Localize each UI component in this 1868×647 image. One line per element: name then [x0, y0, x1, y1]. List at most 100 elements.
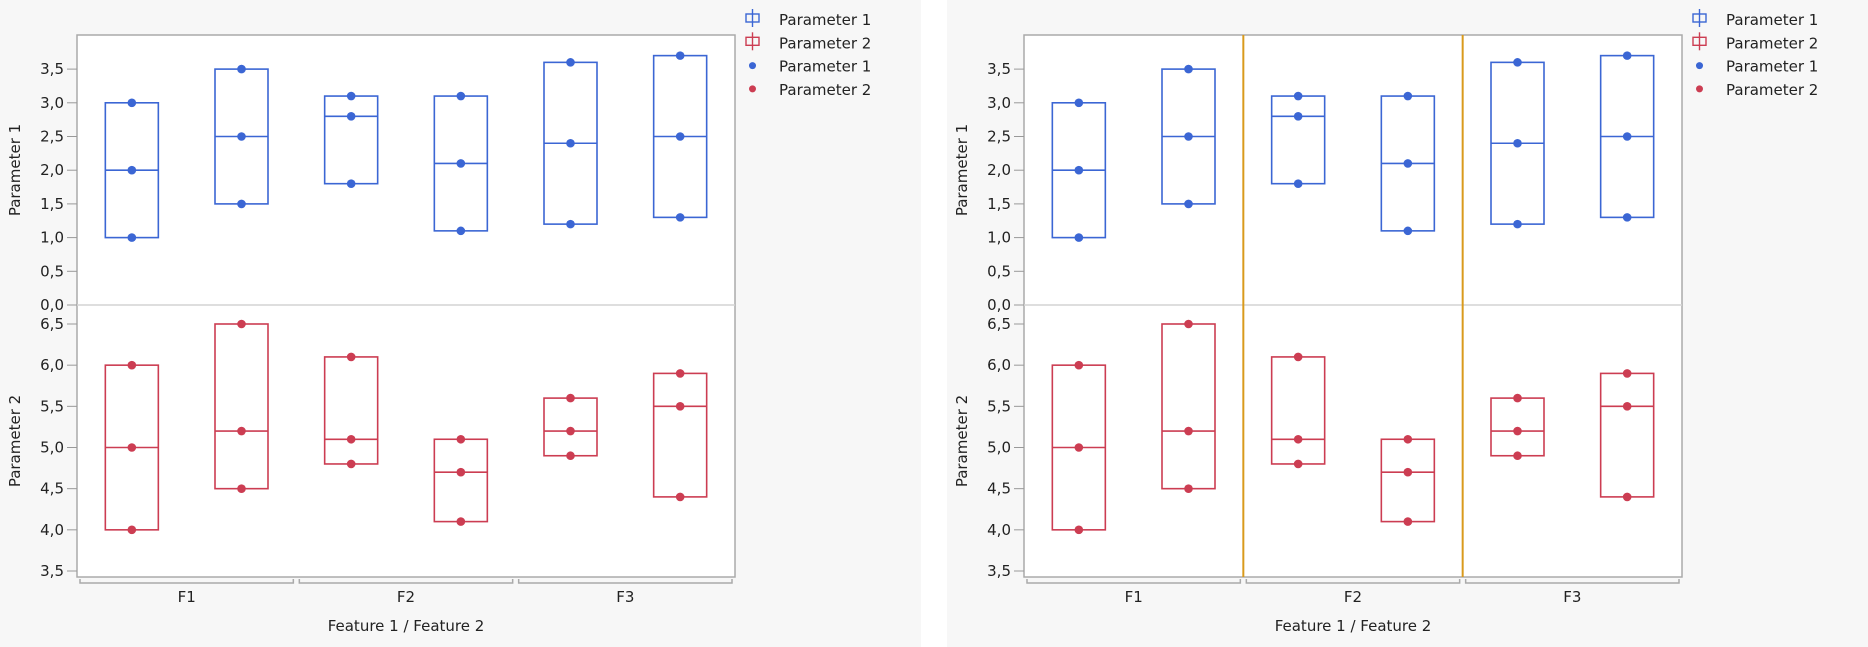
- y-axis-label: Parameter 1: [953, 124, 971, 216]
- data-point: [127, 360, 137, 370]
- data-point: [675, 492, 685, 502]
- y-tick-label: 0,0: [40, 296, 64, 314]
- y-tick-label: 4,5: [987, 480, 1011, 498]
- data-point: [1074, 443, 1084, 452]
- y-tick-label: 3,5: [987, 562, 1011, 580]
- data-point: [566, 451, 575, 461]
- data-point: [1513, 58, 1522, 67]
- group-bracket: [1026, 579, 1242, 584]
- data-point: [1074, 525, 1084, 535]
- x-group-label: F1: [178, 588, 196, 606]
- y-tick-label: 6,5: [987, 315, 1011, 333]
- x-axis-label: Feature 1 / Feature 2: [1275, 617, 1432, 635]
- y-tick-label: 1,5: [40, 195, 64, 213]
- plot-frame: [1023, 34, 1683, 578]
- x-group-label: F2: [397, 588, 415, 606]
- data-point: [127, 233, 137, 242]
- group-bracket: [517, 579, 733, 584]
- data-point: [1513, 426, 1522, 436]
- y-axis-label: Parameter 1: [6, 124, 24, 216]
- data-point: [456, 467, 466, 477]
- data-point: [456, 91, 466, 101]
- data-point: [1293, 459, 1303, 469]
- data-point: [566, 219, 575, 229]
- data-point: [1293, 179, 1303, 188]
- plot-frame: [76, 34, 736, 578]
- data-point: [1184, 319, 1193, 329]
- legend-dot-icon: [1696, 62, 1703, 70]
- data-point: [1184, 132, 1193, 141]
- y-tick-label: 5,0: [40, 439, 64, 457]
- data-point: [1293, 111, 1303, 121]
- y-tick-label: 2,5: [40, 128, 64, 146]
- data-point: [1403, 517, 1413, 526]
- y-tick-label: 1,0: [40, 229, 64, 247]
- legend-label: Parameter 2: [779, 81, 871, 99]
- data-point: [127, 165, 137, 175]
- data-point: [566, 426, 575, 436]
- data-point: [456, 226, 466, 236]
- legend-dot-icon: [749, 62, 756, 70]
- data-point: [237, 199, 246, 209]
- data-point: [1513, 219, 1522, 229]
- y-tick-label: 3,5: [40, 562, 64, 580]
- x-axis-label: Feature 1 / Feature 2: [328, 617, 485, 635]
- y-tick-label: 5,5: [40, 397, 64, 415]
- y-tick-label: 0,5: [40, 262, 64, 280]
- data-point: [675, 132, 685, 141]
- data-point: [1184, 199, 1193, 209]
- data-point: [675, 51, 685, 60]
- y-tick-label: 1,5: [987, 195, 1011, 213]
- data-point: [237, 484, 246, 493]
- data-point: [1074, 360, 1084, 370]
- y-tick-label: 3,0: [987, 94, 1011, 112]
- y-tick-label: 6,0: [40, 356, 64, 374]
- y-tick-label: 5,0: [987, 439, 1011, 457]
- legend-label: Parameter 2: [1726, 34, 1818, 52]
- box-plot-right: 0,0 0,5 1,0 1,5 2,0 2,5 3,0 3,5 Parameter 1 3,5 4,…: [953, 9, 1818, 635]
- data-point: [1293, 434, 1303, 444]
- data-point: [1074, 98, 1084, 108]
- data-point: [1403, 91, 1413, 101]
- data-point: [456, 159, 466, 168]
- data-point: [127, 525, 137, 535]
- y-tick-label: 3,0: [40, 94, 64, 112]
- data-point: [566, 58, 575, 67]
- x-group-label: F1: [1125, 588, 1143, 606]
- data-point: [1184, 426, 1193, 436]
- data-point: [566, 138, 575, 148]
- data-point: [1513, 451, 1522, 461]
- x-group-label: F2: [1344, 588, 1362, 606]
- x-group-label: F3: [1563, 588, 1581, 606]
- data-point: [1184, 484, 1193, 493]
- data-point: [675, 369, 685, 378]
- data-point: [237, 132, 246, 141]
- y-tick-label: 2,0: [987, 161, 1011, 179]
- data-point: [1622, 213, 1632, 222]
- box-plot-left: 0,0 0,5 1,0 1,5 2,0 2,5 3,0 3,5 Parameter 1 3,5 4,…: [6, 9, 871, 635]
- y-tick-label: 5,5: [987, 397, 1011, 415]
- data-point: [566, 393, 575, 403]
- data-point: [346, 459, 356, 469]
- group-bracket: [1245, 579, 1461, 584]
- data-point: [1403, 226, 1413, 236]
- data-point: [1184, 64, 1193, 74]
- data-point: [675, 213, 685, 222]
- data-point: [1622, 132, 1632, 141]
- data-point: [1293, 352, 1303, 362]
- group-bracket: [1464, 579, 1680, 584]
- legend-label: Parameter 1: [1726, 11, 1818, 29]
- chart-panel-right: 0,0 0,5 1,0 1,5 2,0 2,5 3,0 3,5 Parameter 1 3,5 4,…: [947, 0, 1868, 647]
- data-point: [1293, 91, 1303, 101]
- x-group-label: F3: [616, 588, 634, 606]
- data-point: [675, 402, 685, 411]
- data-point: [346, 91, 356, 101]
- chart-panel-left: 0,0 0,5 1,0 1,5 2,0 2,5 3,0 3,5 Parameter 1 3,5 4,…: [0, 0, 921, 647]
- legend-label: Parameter 1: [779, 11, 871, 29]
- group-bracket: [298, 579, 514, 584]
- data-point: [1074, 233, 1084, 242]
- data-point: [237, 426, 246, 436]
- group-bracket: [79, 579, 295, 584]
- y-tick-label: 6,5: [40, 315, 64, 333]
- legend-label: Parameter 1: [779, 58, 871, 76]
